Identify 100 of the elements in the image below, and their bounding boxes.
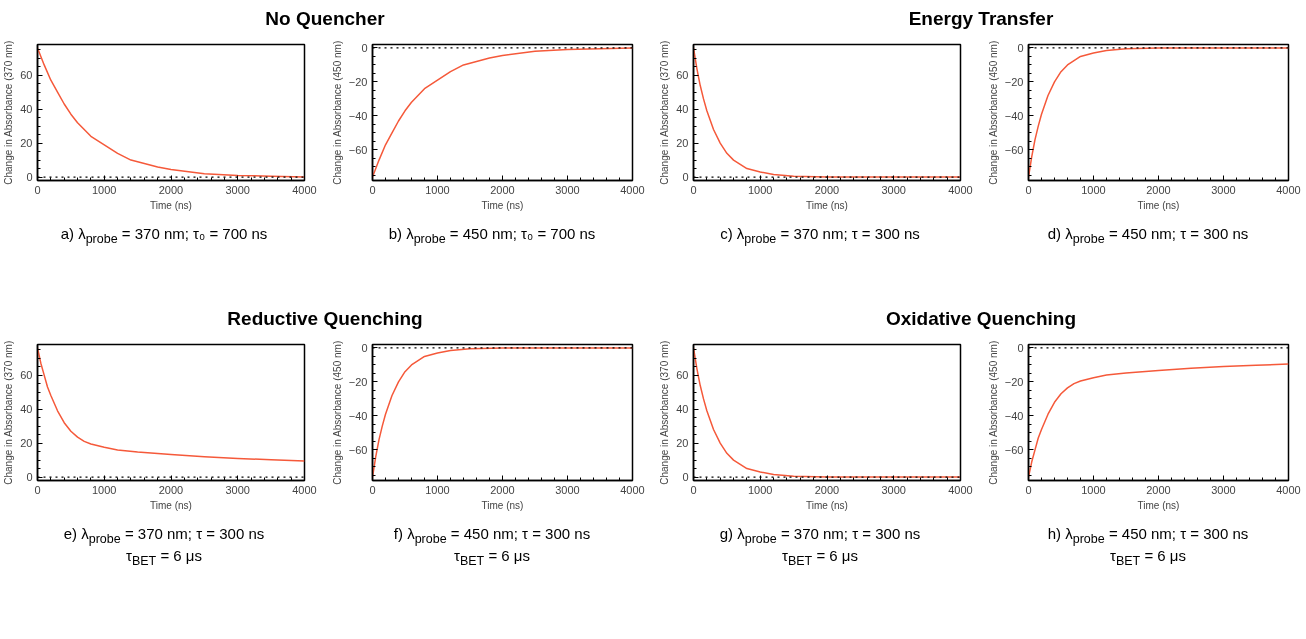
x-tick-label: 3000 (1211, 483, 1236, 496)
x-tick-label: 1000 (1081, 483, 1106, 496)
x-tick-label: 2000 (490, 483, 515, 496)
x-tick-label: 3000 (881, 183, 906, 196)
chart-title: Reductive Quenching (227, 307, 423, 331)
x-tick-label: 4000 (948, 483, 973, 496)
line-series (372, 347, 633, 478)
x-tick-label: 4000 (620, 483, 645, 496)
x-axis-title: Time (ns) (806, 499, 848, 511)
x-tick-label: 4000 (620, 183, 645, 196)
y-tick-label: 20 (676, 437, 689, 450)
x-tick-label: 1000 (748, 183, 773, 196)
y-tick-label: −40 (348, 409, 368, 422)
x-tick-label: 2000 (814, 183, 840, 196)
y-tick-label: −20 (1004, 375, 1024, 388)
x-tick-label: 3000 (225, 183, 250, 196)
y-axis-title: Change in Absorbance (370 nm) (3, 40, 15, 185)
text: d) λ$_{probe}$ = 450 nm; τ = 300 ns (1047, 225, 1249, 247)
x-tick-label: 2000 (1146, 483, 1171, 496)
y-tick-label: 40 (676, 403, 689, 416)
line-series (37, 47, 305, 178)
x-tick-label: 1000 (92, 483, 117, 496)
y-tick-label: −20 (1004, 75, 1024, 88)
text: τ$_{BET}$ = 6 μs (1110, 547, 1186, 568)
x-tick-label: 3000 (1211, 183, 1236, 196)
chart-title: Oxidative Quenching (885, 307, 1077, 331)
x-tick-label: 0 (369, 183, 376, 196)
x-axis-title: Time (ns) (150, 499, 192, 511)
y-tick-label: 0 (682, 471, 689, 484)
y-tick-label: −20 (348, 75, 368, 88)
x-tick-label: 2000 (814, 483, 840, 496)
x-tick-label: 0 (690, 483, 697, 496)
y-tick-label: 0 (361, 41, 368, 54)
y-tick-label: 0 (1017, 341, 1024, 354)
x-axis-title: Time (ns) (1137, 199, 1180, 211)
x-tick-label: 2000 (1146, 183, 1171, 196)
y-tick-label: 20 (676, 137, 689, 150)
y-axis-title: Change in Absorbance (450 nm) (987, 340, 999, 485)
text: g) λ$_{probe}$ = 370 nm; τ = 300 ns (719, 525, 921, 546)
x-tick-label: 1000 (748, 483, 773, 496)
x-tick-label: 0 (369, 483, 376, 496)
text: c) λ$_{probe}$ = 370 nm; τ = 300 ns (720, 225, 920, 247)
y-axis-title: Change in Absorbance (450 nm) (331, 340, 343, 485)
y-tick-label: −40 (1004, 409, 1024, 422)
x-tick-label: 3000 (225, 483, 250, 496)
x-axis-title: Time (ns) (150, 199, 192, 211)
y-tick-label: −60 (348, 143, 368, 156)
line-series (372, 47, 633, 178)
y-axis-title: Change in Absorbance (450 nm) (987, 40, 999, 185)
chart-title: Energy Transfer (908, 7, 1054, 31)
x-tick-label: 2000 (158, 483, 184, 496)
text: e) λ$_{probe}$ = 370 nm; τ = 300 ns (63, 525, 265, 546)
x-tick-label: 1000 (425, 183, 450, 196)
x-tick-label: 0 (1025, 483, 1032, 496)
x-tick-label: 0 (34, 183, 41, 196)
y-tick-label: −60 (348, 443, 368, 456)
y-tick-label: 60 (20, 369, 33, 382)
y-tick-label: 60 (20, 69, 33, 82)
y-tick-label: 0 (1017, 41, 1024, 54)
text: f) λ$_{probe}$ = 450 nm; τ = 300 ns (393, 525, 591, 546)
x-axis-title: Time (ns) (481, 199, 524, 211)
text: τ$_{BET}$ = 6 μs (453, 547, 530, 568)
y-tick-label: 20 (20, 137, 33, 150)
y-tick-label: 60 (676, 369, 689, 382)
x-tick-label: 4000 (1276, 183, 1301, 196)
line-series (693, 47, 961, 178)
y-tick-label: −40 (1004, 109, 1024, 122)
y-tick-label: 60 (676, 69, 689, 82)
x-tick-label: 1000 (92, 183, 117, 196)
x-tick-label: 2000 (490, 183, 515, 196)
y-tick-label: 0 (26, 171, 33, 184)
x-axis-title: Time (ns) (481, 499, 524, 511)
y-tick-label: 0 (682, 171, 689, 184)
x-axis-title: Time (ns) (1137, 499, 1180, 511)
text: b) λ$_{probe}$ = 450 nm; τ₀ = 700 ns (388, 225, 596, 247)
text: a) λ$_{probe}$ = 370 nm; τ₀ = 700 ns (60, 225, 268, 247)
text: τ$_{BET}$ = 6 μs (782, 547, 858, 568)
x-tick-label: 0 (1025, 183, 1032, 196)
y-axis-title: Change in Absorbance (450 nm) (331, 40, 343, 185)
x-tick-label: 4000 (292, 183, 317, 196)
y-tick-label: −20 (348, 375, 368, 388)
y-tick-label: 20 (20, 437, 33, 450)
text: τ$_{BET}$ = 6 μs (126, 547, 202, 568)
y-axis-title: Change in Absorbance (370 nm) (659, 340, 671, 485)
y-tick-label: 40 (676, 103, 689, 116)
y-tick-label: −40 (348, 109, 368, 122)
x-tick-label: 3000 (555, 183, 580, 196)
x-tick-label: 4000 (292, 483, 317, 496)
y-tick-label: −60 (1004, 443, 1024, 456)
y-axis-title: Change in Absorbance (370 nm) (3, 340, 15, 485)
line-series (693, 347, 961, 478)
line-series (37, 347, 305, 462)
y-tick-label: 40 (20, 403, 33, 416)
x-tick-label: 4000 (1276, 483, 1301, 496)
x-tick-label: 3000 (555, 483, 580, 496)
x-tick-label: 3000 (881, 483, 906, 496)
line-series (1028, 47, 1289, 178)
y-axis-title: Change in Absorbance (370 nm) (659, 40, 671, 185)
x-axis-title: Time (ns) (806, 199, 848, 211)
y-tick-label: 0 (26, 471, 33, 484)
